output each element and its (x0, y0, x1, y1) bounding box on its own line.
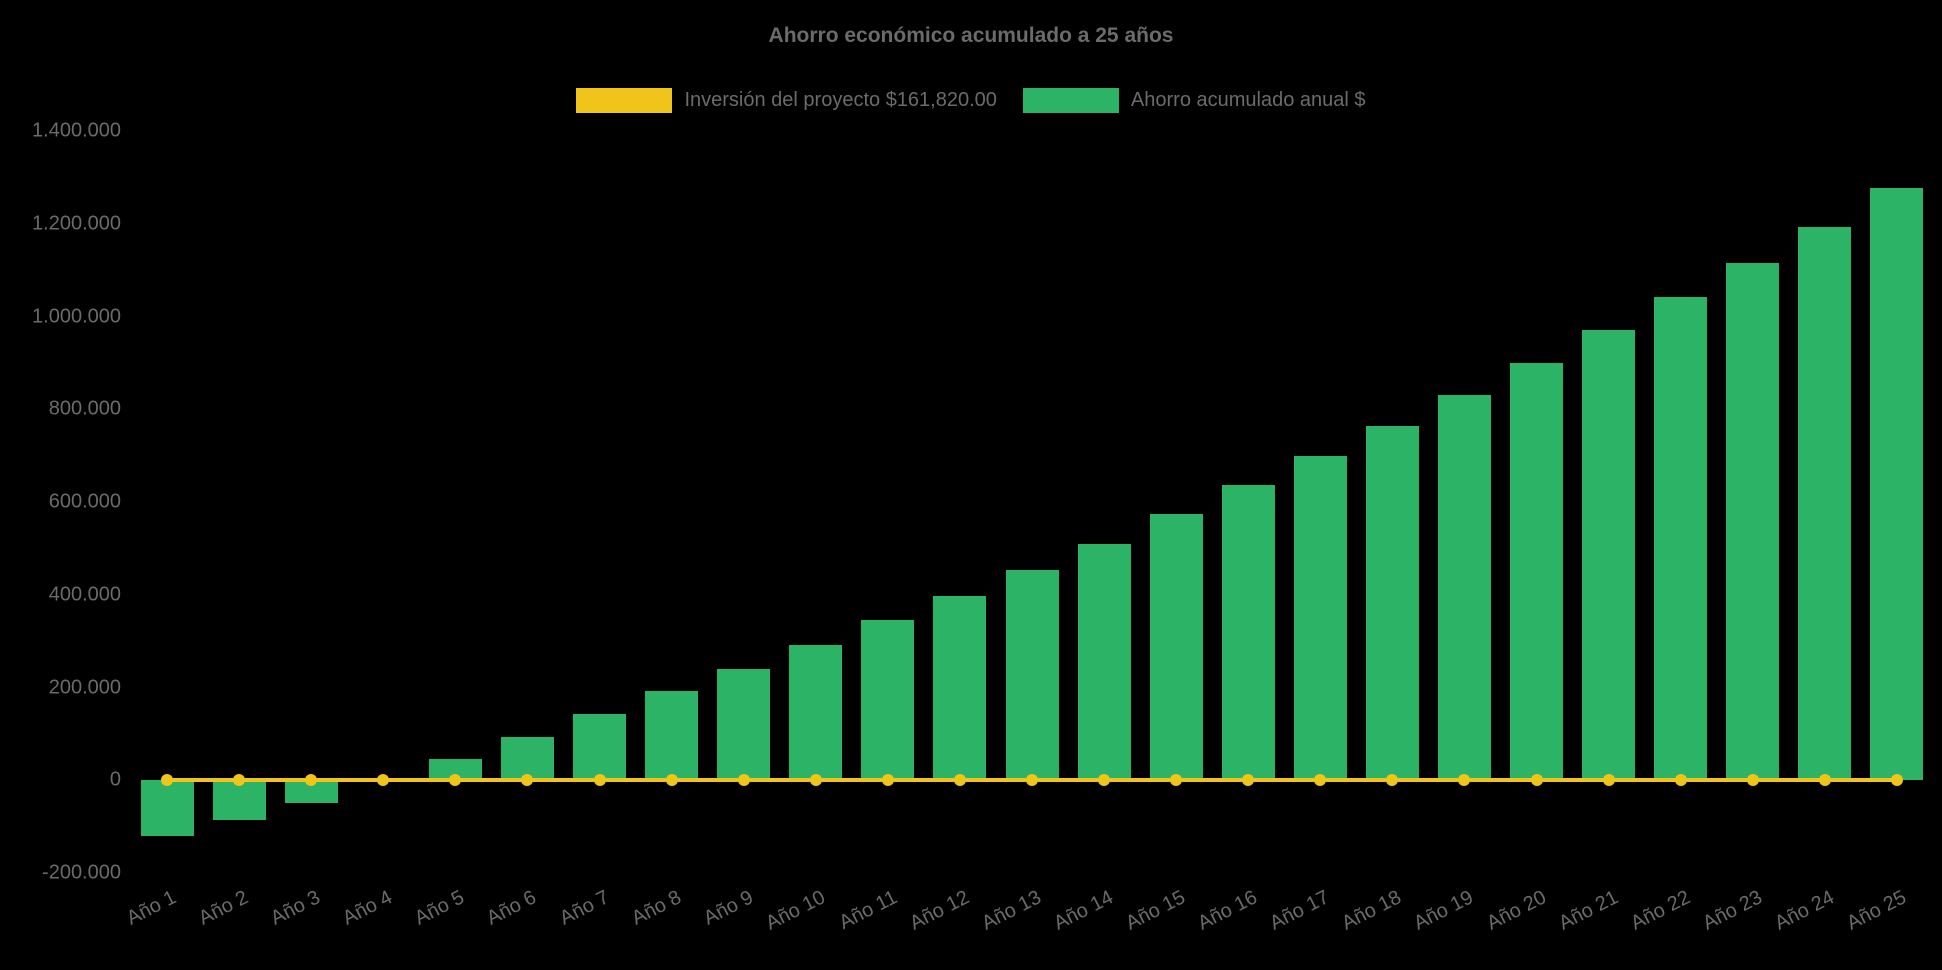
x-axis-tick-label: Año 22 (1627, 886, 1694, 935)
x-axis-tick-label: Año 8 (627, 886, 685, 930)
bar-año-2[interactable] (212, 780, 266, 820)
x-axis-tick-label: Año 17 (1266, 886, 1334, 935)
investment-line-point[interactable] (1674, 774, 1687, 787)
x-axis-tick-label: Año 18 (1338, 886, 1406, 935)
x-axis-tick-label: Año 6 (483, 886, 541, 930)
investment-line-point[interactable] (1602, 774, 1615, 787)
investment-line-point[interactable] (737, 774, 750, 787)
bar-año-16[interactable] (1221, 485, 1275, 781)
investment-line-point[interactable] (305, 774, 318, 787)
legend-item-savings[interactable]: Ahorro acumulado anual $ (1022, 88, 1366, 113)
y-axis-tick-label: 400.000 (48, 583, 121, 606)
chart-legend: Inversión del proyecto $161,820.00 Ahorr… (0, 88, 1942, 113)
investment-line-point[interactable] (449, 774, 462, 787)
x-axis-tick-label: Año 1 (123, 886, 180, 930)
bar-año-15[interactable] (1149, 514, 1203, 781)
investment-line-point[interactable] (1386, 774, 1399, 787)
x-axis-tick-label: Año 5 (411, 886, 469, 930)
y-axis-tick-label: -200.000 (42, 861, 121, 884)
investment-line-point[interactable] (1314, 774, 1327, 787)
x-axis-tick-label: Año 25 (1843, 886, 1910, 935)
x-axis-tick-label: Año 14 (1050, 886, 1117, 935)
bar-año-20[interactable] (1510, 362, 1564, 781)
x-axis-tick-label: Año 10 (762, 886, 829, 935)
bar-año-14[interactable] (1077, 543, 1131, 781)
investment-line-point[interactable] (809, 774, 822, 787)
legend-label-savings: Ahorro acumulado anual $ (1130, 89, 1366, 111)
x-axis-tick-label: Año 16 (1194, 886, 1262, 935)
bar-año-21[interactable] (1582, 330, 1636, 781)
bar-año-10[interactable] (789, 645, 843, 781)
bar-año-23[interactable] (1726, 262, 1780, 781)
investment-line-point[interactable] (1818, 774, 1831, 787)
legend-item-investment[interactable]: Inversión del proyecto $161,820.00 (576, 88, 997, 113)
bar-año-9[interactable] (717, 668, 771, 781)
investment-line-point[interactable] (233, 774, 246, 787)
bar-año-13[interactable] (1005, 569, 1059, 781)
investment-line-point[interactable] (953, 774, 966, 787)
x-axis-tick-label: Año 21 (1554, 886, 1622, 935)
x-axis-tick-label: Año 2 (195, 886, 252, 930)
bar-año-24[interactable] (1798, 226, 1852, 781)
y-axis-tick-label: 0 (109, 768, 121, 791)
investment-line-point[interactable] (1890, 774, 1903, 787)
x-axis-tick-label: Año 12 (906, 886, 973, 935)
chart-title: Ahorro económico acumulado a 25 años (768, 24, 1174, 47)
investment-line-point[interactable] (1242, 774, 1255, 787)
y-axis-tick-label: 1.200.000 (32, 212, 121, 235)
bar-año-3[interactable] (284, 780, 338, 803)
x-axis-tick-label: Año 13 (978, 886, 1045, 935)
investment-line-point[interactable] (881, 774, 894, 787)
bar-año-17[interactable] (1293, 455, 1347, 781)
investment-line-point[interactable] (161, 774, 174, 787)
bar-año-1[interactable] (140, 780, 194, 836)
legend-swatch-investment (576, 88, 673, 113)
x-axis-tick-label: Año 7 (555, 886, 613, 930)
x-axis-tick-label: Año 11 (835, 886, 901, 934)
investment-line-point[interactable] (1746, 774, 1759, 787)
bar-año-7[interactable] (573, 714, 627, 781)
bar-año-12[interactable] (933, 595, 987, 781)
investment-line-point[interactable] (593, 774, 606, 787)
y-axis-tick-label: 1.400.000 (32, 119, 121, 142)
bar-año-5[interactable] (428, 759, 482, 781)
y-axis-tick-label: 200.000 (48, 676, 121, 698)
x-axis-tick-label: Año 15 (1122, 886, 1189, 935)
bar-año-8[interactable] (645, 691, 699, 781)
investment-line-point[interactable] (665, 774, 678, 787)
y-axis-tick-label: 1.000.000 (32, 305, 121, 327)
investment-line-point[interactable] (521, 774, 534, 787)
x-axis-tick-label: Año 3 (267, 886, 324, 930)
investment-line-point[interactable] (1458, 774, 1471, 787)
bar-año-11[interactable] (861, 620, 915, 781)
x-axis-tick-label: Año 19 (1410, 886, 1478, 935)
investment-line-point[interactable] (377, 774, 390, 787)
x-axis-tick-label: Año 24 (1771, 886, 1838, 935)
investment-line-point[interactable] (1530, 774, 1543, 787)
investment-line-point[interactable] (1170, 774, 1183, 787)
bar-año-25[interactable] (1870, 188, 1924, 781)
x-axis-tick-label: Año 9 (699, 886, 757, 930)
x-axis-tick-label: Año 23 (1699, 886, 1766, 935)
investment-line-point[interactable] (1098, 774, 1111, 787)
investment-line-point[interactable] (1026, 774, 1038, 787)
x-axis-tick-label: Año 4 (339, 886, 397, 930)
y-axis-tick-label: 600.000 (48, 490, 121, 513)
bar-año-6[interactable] (500, 737, 554, 781)
y-axis-tick-label: 800.000 (48, 397, 121, 420)
legend-label-investment: Inversión del proyecto $161,820.00 (684, 89, 997, 111)
bar-año-18[interactable] (1365, 425, 1419, 781)
legend-swatch-savings (1022, 88, 1119, 113)
bar-año-19[interactable] (1437, 394, 1491, 781)
bar-año-22[interactable] (1654, 297, 1708, 781)
x-axis-tick-label: Año 20 (1482, 886, 1550, 935)
